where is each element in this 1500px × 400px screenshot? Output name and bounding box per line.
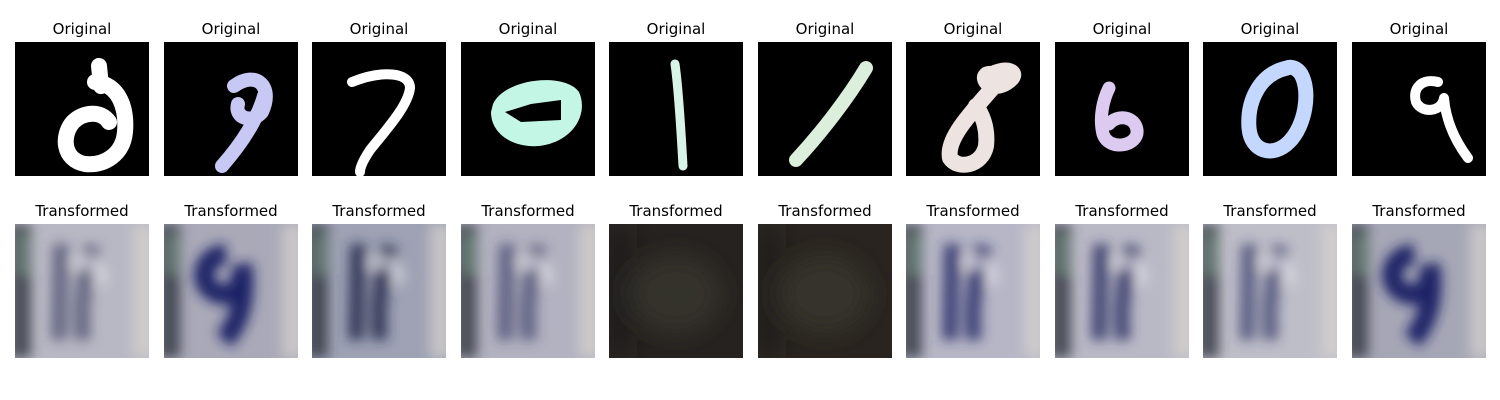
original-image-9: [1203, 42, 1337, 176]
transformed-image-10: [1352, 224, 1486, 358]
original-title-3: Original: [349, 20, 409, 38]
digit-glyph-7: [347, 69, 415, 176]
digit-glyph-8: [941, 62, 1022, 173]
original-title-2: Original: [201, 20, 261, 38]
original-image-10: [1352, 42, 1486, 176]
digit-glyph-6: [57, 58, 134, 173]
transformed-title-5: Transformed: [629, 202, 723, 220]
original-image-8: [1055, 42, 1189, 176]
original-image-4: [461, 42, 595, 176]
original-title-10: Original: [1389, 20, 1449, 38]
digit-glyph-6: [1094, 81, 1144, 152]
transformed-image-3: [312, 224, 446, 358]
original-title-9: Original: [1240, 20, 1300, 38]
transformed-title-10: Transformed: [1372, 202, 1466, 220]
transformed-title-3: Transformed: [332, 202, 426, 220]
original-title-4: Original: [498, 20, 558, 38]
original-image-3: [312, 42, 446, 176]
digit-glyph-1: [789, 61, 873, 167]
original-title-6: Original: [795, 20, 855, 38]
transformed-title-8: Transformed: [1075, 202, 1169, 220]
digit-glyph-9: [215, 72, 273, 173]
original-image-5: [609, 42, 743, 176]
digit-glyph-0: [491, 80, 582, 147]
transformed-image-9: [1203, 224, 1337, 358]
transformed-title-9: Transformed: [1223, 202, 1317, 220]
original-image-6: [758, 42, 892, 176]
original-title-1: Original: [52, 20, 112, 38]
transformed-title-4: Transformed: [481, 202, 575, 220]
transformed-image-8: [1055, 224, 1189, 358]
transformed-image-2: [164, 224, 298, 358]
transformed-title-6: Transformed: [778, 202, 872, 220]
digit-glyph-1: [670, 59, 688, 171]
digit-glyph-0: [1241, 59, 1314, 159]
transformed-image-7: [906, 224, 1040, 358]
original-image-1: [15, 42, 149, 176]
transformed-image-5: [609, 224, 743, 358]
original-image-2: [164, 42, 298, 176]
transformed-image-6: [758, 224, 892, 358]
transformed-title-2: Transformed: [184, 202, 278, 220]
original-title-5: Original: [646, 20, 706, 38]
original-title-7: Original: [943, 20, 1003, 38]
transformed-title-1: Transformed: [35, 202, 129, 220]
transformed-image-4: [461, 224, 595, 358]
digit-glyph-9: [1410, 76, 1473, 163]
transformed-title-7: Transformed: [926, 202, 1020, 220]
original-image-7: [906, 42, 1040, 176]
original-title-8: Original: [1092, 20, 1152, 38]
transformed-image-1: [15, 224, 149, 358]
